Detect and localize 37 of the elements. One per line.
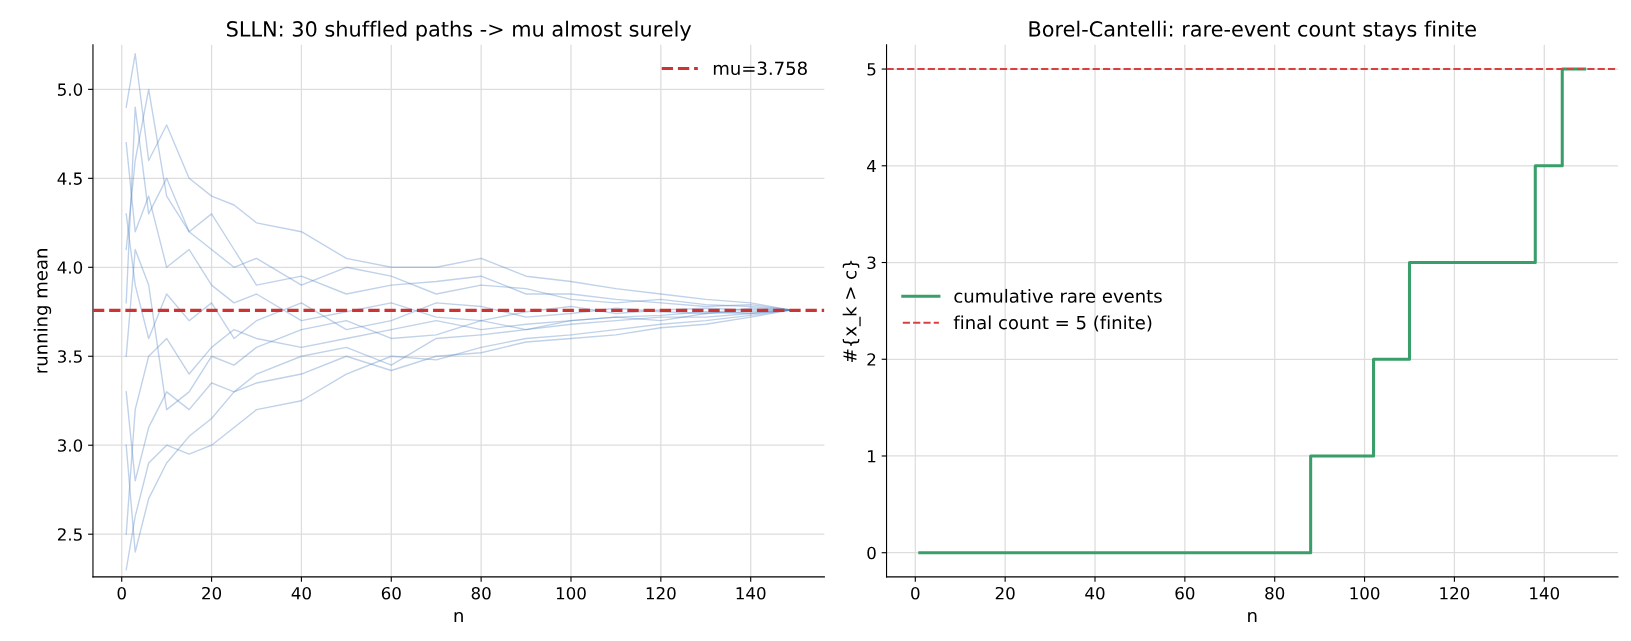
x-tick-label: 60 — [381, 586, 401, 600]
y-axis-title: running mean — [33, 249, 52, 373]
x-tick-label: 100 — [1350, 586, 1380, 600]
y-tick-label: 0 — [867, 546, 876, 560]
y-tick-label: 3.0 — [58, 439, 83, 452]
y-axis-title: #{x_k > c} — [842, 260, 861, 362]
x-tick-label: 20 — [995, 586, 1015, 600]
x-tick-label: 40 — [1085, 586, 1105, 600]
x-tick-label: 60 — [1175, 586, 1195, 600]
chart-title: Borel-Cantelli: rare-event count stays finite — [1029, 20, 1476, 41]
x-tick-label: 0 — [911, 586, 920, 600]
x-tick-label: 140 — [736, 586, 766, 600]
legend-label: final count = 5 (finite) — [953, 315, 1152, 332]
legend-label: cumulative rare events — [954, 288, 1162, 303]
y-tick-label: 4 — [867, 159, 876, 173]
y-tick-label: 3 — [867, 256, 876, 270]
y-tick-label: 2.5 — [57, 528, 82, 541]
y-tick-label: 4.0 — [57, 261, 83, 274]
x-tick-label: 80 — [471, 586, 491, 600]
x-tick-label: 40 — [291, 586, 311, 600]
y-tick-label: 3.5 — [58, 350, 82, 363]
x-tick-label: 140 — [1530, 586, 1560, 600]
x-tick-label: 100 — [556, 586, 586, 600]
y-tick-label: 2 — [867, 353, 876, 366]
legend-label: mu=3.758 — [713, 61, 807, 76]
x-axis-title: n — [1248, 611, 1257, 623]
chart-title: SLLN: 30 shuffled paths -> mu almost surely — [227, 20, 692, 41]
y-tick-label: 5 — [867, 63, 876, 76]
y-tick-label: 1 — [868, 450, 876, 463]
y-tick-label: 5.0 — [58, 83, 83, 96]
x-tick-label: 120 — [1440, 586, 1470, 600]
x-axis-title: n — [454, 611, 463, 623]
x-tick-label: 20 — [202, 586, 222, 600]
x-tick-label: 120 — [646, 586, 676, 600]
y-tick-label: 4.5 — [57, 172, 82, 185]
x-tick-label: 80 — [1265, 586, 1285, 600]
x-tick-label: 0 — [117, 586, 126, 600]
